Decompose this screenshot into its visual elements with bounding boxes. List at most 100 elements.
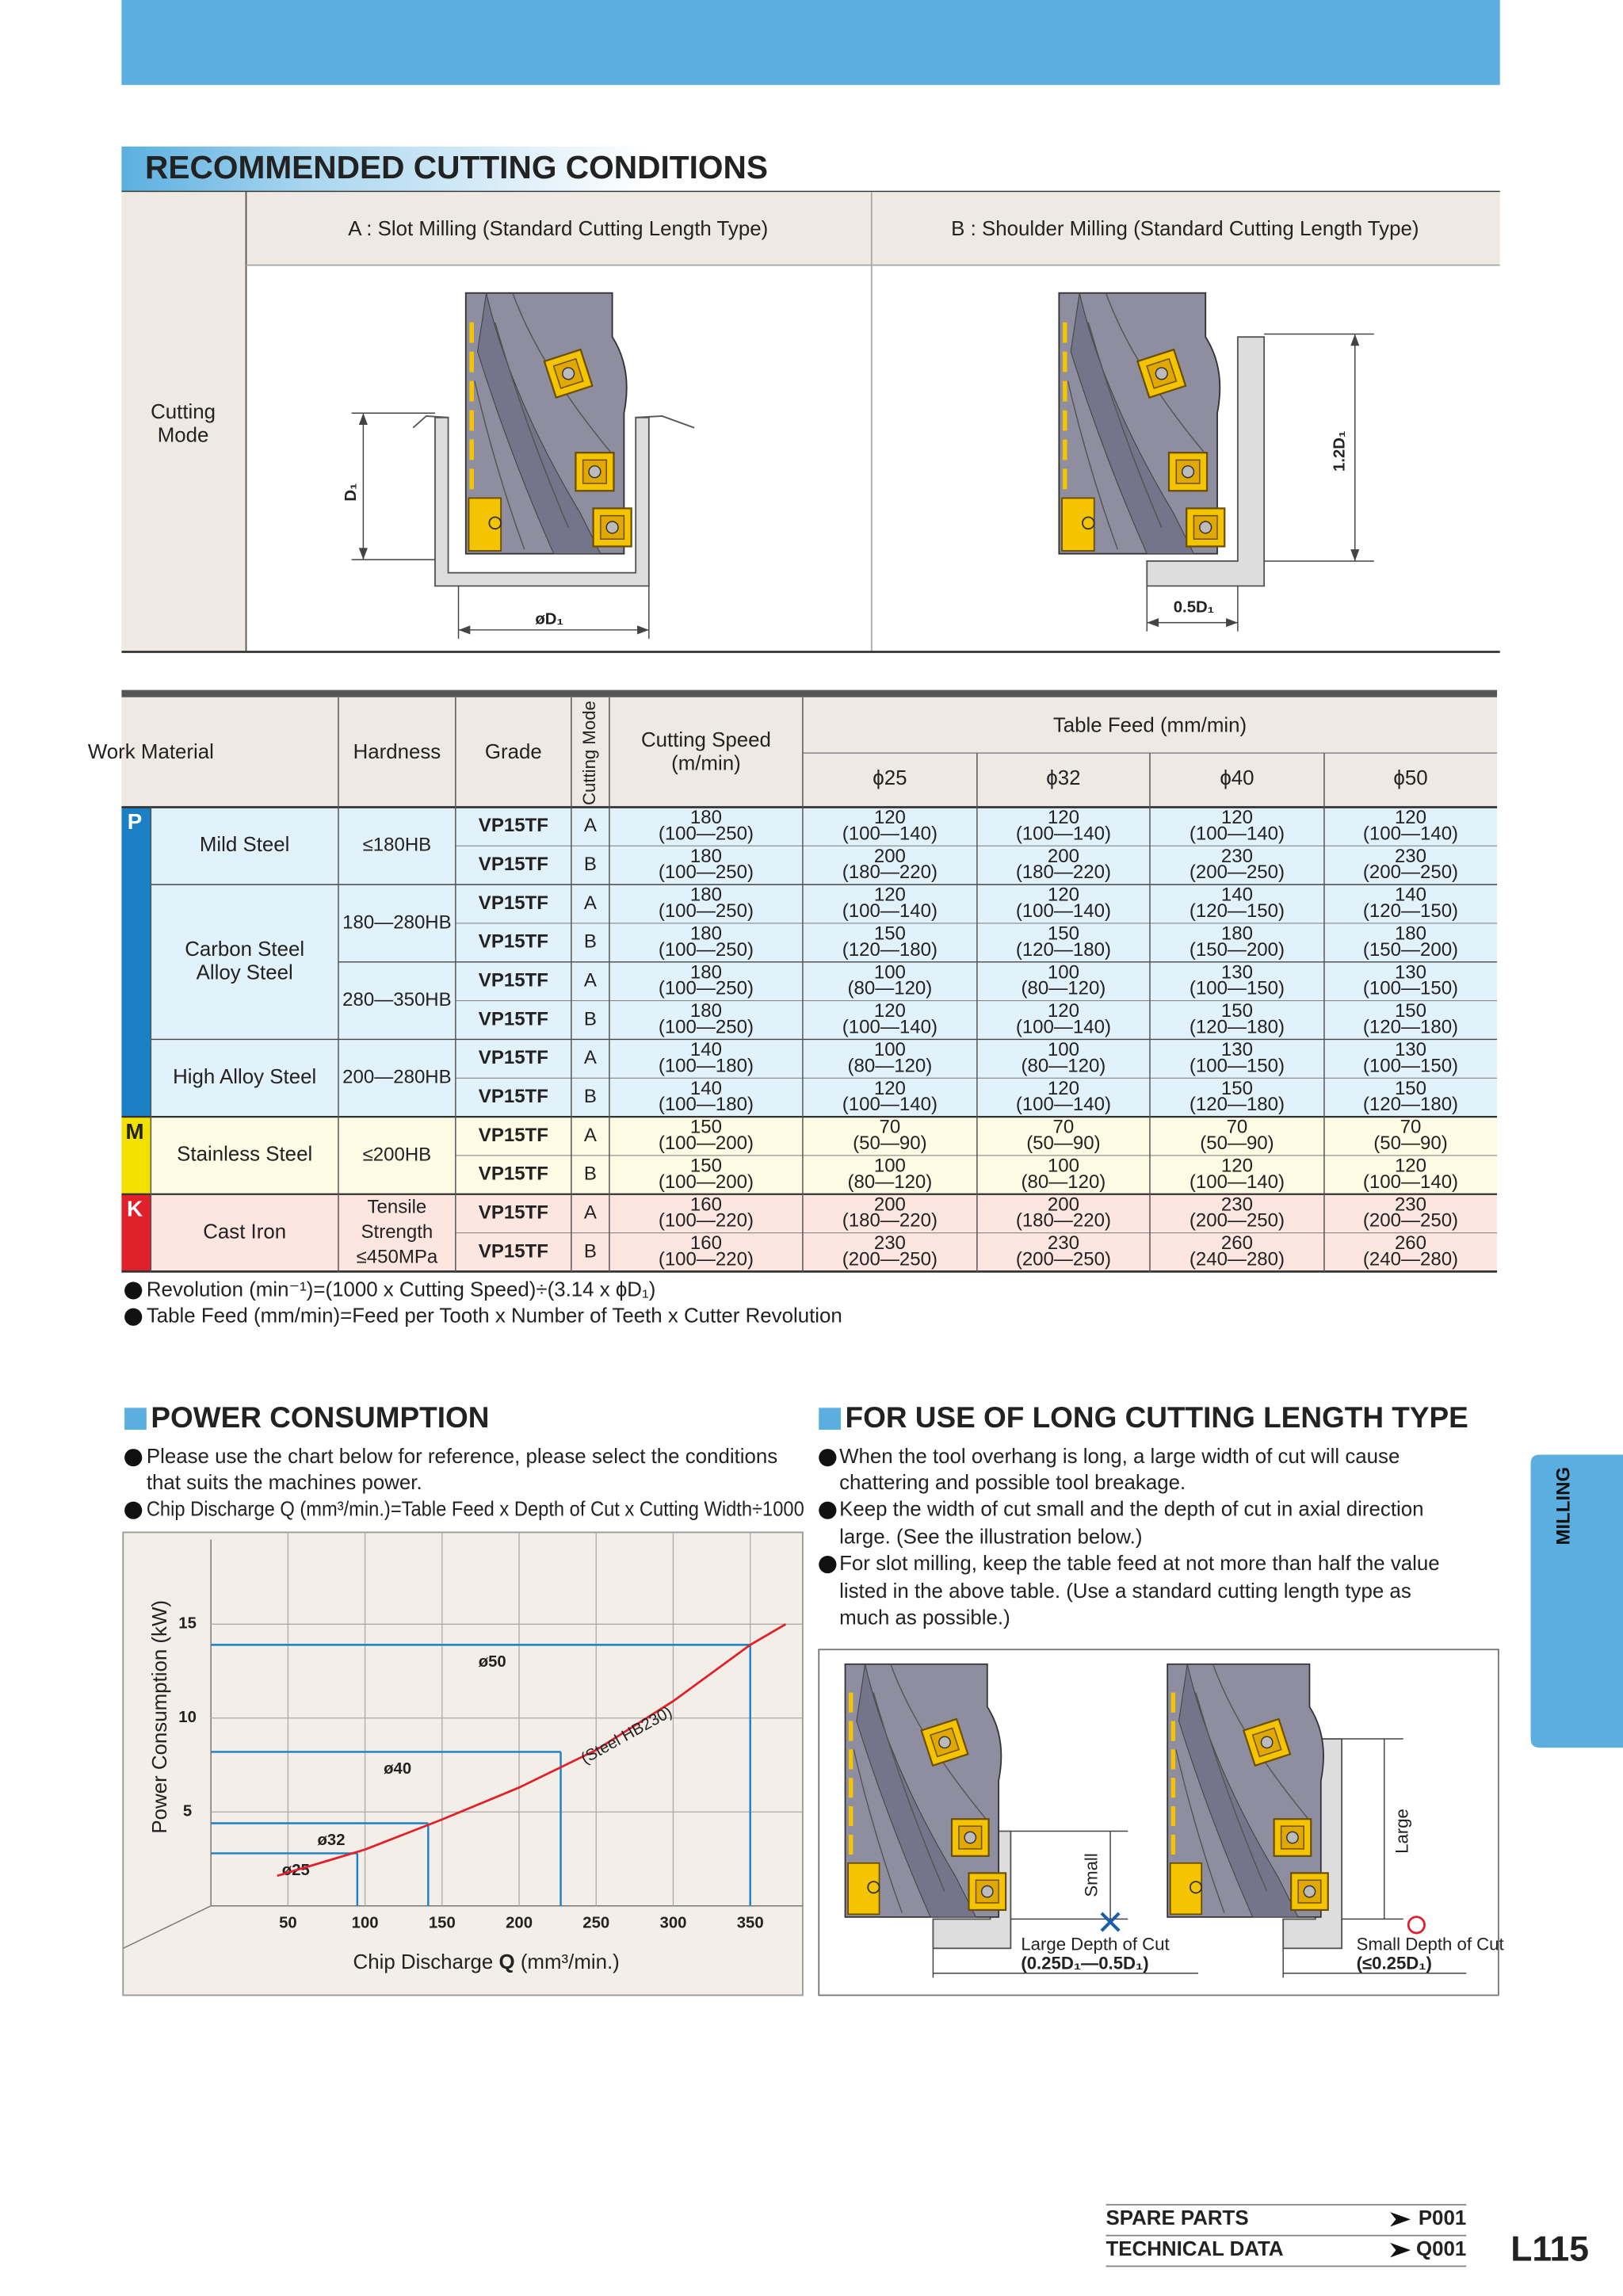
heading-square — [819, 1408, 841, 1431]
cell-text: (100—200) — [659, 1171, 754, 1193]
label: Mode — [158, 425, 209, 447]
dimension-label: (0.25D₁—0.5D₁) — [1021, 1954, 1148, 1973]
mode-title: A : Slot Milling (Standard Cutting Lengt… — [348, 218, 768, 240]
bullet-text: Chip Discharge Q (mm³/min.)=Table Feed x… — [147, 1499, 804, 1521]
grade: VP15TF — [479, 1240, 548, 1262]
cell-text: (100—150) — [1363, 978, 1458, 999]
mode: B — [584, 1240, 597, 1262]
cell-text: 130 — [1221, 1039, 1253, 1060]
bullet-text: much as possible.) — [839, 1606, 1010, 1629]
hardness: Tensile — [368, 1197, 427, 1218]
dimension-label: Small Depth of Cut — [1357, 1935, 1504, 1954]
header-bg — [121, 697, 1498, 808]
bullet-text: large. (See the illustration below.) — [839, 1526, 1142, 1549]
footer-link[interactable]: SPARE PARTS — [1106, 2207, 1249, 2229]
cell-text: 180 — [690, 961, 722, 983]
bullet — [819, 1501, 837, 1519]
bullet-text: chattering and possible tool breakage. — [839, 1472, 1186, 1494]
long-illustration — [846, 1664, 1467, 1978]
grade: VP15TF — [479, 1125, 548, 1146]
cell-text: (180—220) — [1016, 861, 1111, 883]
grade: VP15TF — [479, 892, 548, 914]
bullet-text: Please use the chart below for reference… — [147, 1446, 777, 1468]
cell-text: (100—150) — [1190, 978, 1285, 999]
bullet-text: When the tool overhang is long, a large … — [839, 1446, 1400, 1468]
cell-text: 150 — [1221, 1078, 1253, 1099]
bullet-text: For slot milling, keep the table feed at… — [839, 1553, 1440, 1575]
cell-text: 230 — [1221, 846, 1253, 867]
y-axis-label: Power Consumption (kW) — [149, 1600, 171, 1834]
dimension-label: D₁ — [342, 483, 360, 502]
mode: A — [584, 815, 597, 836]
cell-text: 150 — [1221, 1000, 1253, 1022]
footer-ref[interactable]: P001 — [1419, 2207, 1466, 2229]
cell-text: (120—180) — [1363, 1094, 1458, 1115]
header: Grade — [485, 741, 542, 763]
section-title: RECOMMENDED CUTTING CONDITIONS — [145, 149, 768, 185]
bullet — [124, 1449, 143, 1467]
cell-text: (50—90) — [1200, 1133, 1274, 1154]
hardness: 280—350HB — [342, 989, 452, 1010]
cell-text: (100—250) — [659, 861, 754, 883]
cell-text: (180—220) — [842, 861, 938, 883]
cell-text: (200—250) — [842, 1249, 938, 1270]
path-part — [932, 1830, 1198, 1978]
cell-text: 70 — [1053, 1117, 1075, 1138]
cell-text: 180 — [690, 923, 722, 945]
x-axis-label-part: Chip Discharge — [353, 1951, 499, 1973]
cell-text: (100—180) — [659, 1055, 754, 1076]
cell-text: (100—140) — [1016, 1094, 1111, 1115]
bullet-text: Keep the width of cut small and the dept… — [839, 1499, 1423, 1521]
header: Cutting Speed — [641, 729, 771, 751]
cell-text: 200 — [874, 1194, 906, 1215]
cell-text: 100 — [874, 1156, 906, 1177]
cell-text: 150 — [1048, 923, 1079, 945]
cell-text: 100 — [1048, 961, 1079, 983]
dimension-label: 0.5D₁ — [1174, 598, 1214, 616]
path-part — [412, 415, 695, 429]
x-tick-label: 150 — [429, 1914, 456, 1931]
cell-text: 160 — [690, 1194, 722, 1215]
cell-text: 100 — [1048, 1156, 1079, 1177]
cell-text: (100—250) — [659, 978, 754, 999]
cell-text: (80—120) — [1022, 1171, 1106, 1193]
cell-bg — [246, 192, 1500, 266]
x-tick-label: 300 — [660, 1914, 687, 1931]
bullet — [819, 1449, 837, 1467]
cell-text: 120 — [1048, 807, 1079, 828]
cell-text: 260 — [1221, 1232, 1253, 1254]
table-backgrounds — [121, 690, 1498, 1272]
cell-text: 180 — [690, 1000, 722, 1022]
grade: VP15TF — [479, 1202, 548, 1224]
cell-text: (80—120) — [847, 1171, 932, 1193]
mode-title: B : Shoulder Milling (Standard Cutting L… — [951, 218, 1419, 240]
cell-text: 100 — [1048, 1039, 1079, 1060]
top-bar — [121, 0, 1500, 86]
bullet-text: that suits the machines power. — [147, 1472, 422, 1494]
cell-text: 120 — [874, 884, 906, 906]
cell-text: 150 — [874, 923, 906, 945]
cell-text: 230 — [1395, 846, 1426, 867]
grade: VP15TF — [479, 854, 548, 875]
cell-text: (100—140) — [1363, 823, 1458, 844]
footer-link[interactable]: TECHNICAL DATA — [1106, 2238, 1284, 2260]
cell-text: (100—140) — [842, 900, 938, 922]
header: ϕ25 — [873, 767, 907, 789]
dimension-label: (≤0.25D₁) — [1357, 1954, 1432, 1973]
dimension-label: Large Depth of Cut — [1021, 1935, 1169, 1954]
class-label: K — [127, 1196, 143, 1221]
cell-text: 140 — [1395, 884, 1426, 906]
axis — [122, 1539, 803, 1950]
x-tick-label: 200 — [506, 1914, 533, 1931]
cell-text: (100—150) — [1363, 1055, 1458, 1076]
cell-text: (100—140) — [842, 823, 938, 844]
footer-ref[interactable]: Q001 — [1416, 2238, 1466, 2260]
cell-text: 180 — [1221, 923, 1253, 945]
cell-text: 130 — [1221, 961, 1253, 983]
header: ϕ32 — [1046, 767, 1080, 789]
mode: A — [584, 970, 597, 991]
cell-text: (100—220) — [659, 1210, 754, 1232]
guide-label: ø32 — [318, 1832, 346, 1849]
cell-text: (120—180) — [1363, 1017, 1458, 1038]
